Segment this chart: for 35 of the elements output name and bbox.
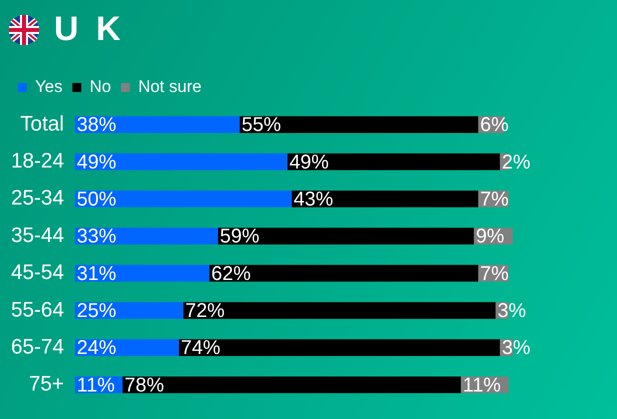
data-label: 24% xyxy=(76,337,116,360)
data-label: 49% xyxy=(289,151,329,174)
data-label: 11% xyxy=(462,374,501,396)
y-tick-label: 65-74 xyxy=(10,335,64,358)
data-label: 43% xyxy=(294,188,334,210)
data-label: 38% xyxy=(76,114,116,136)
y-tick-label: 18-24 xyxy=(10,149,64,173)
legend-label: No xyxy=(90,77,112,96)
data-label: 9% xyxy=(476,226,504,248)
legend-label: Not sure xyxy=(138,77,202,96)
data-label: 72% xyxy=(185,300,225,322)
data-label: 78% xyxy=(124,374,164,396)
data-label: 55% xyxy=(242,114,282,136)
data-label: 11% xyxy=(76,374,115,396)
data-label: 7% xyxy=(480,262,509,285)
y-tick-label: 45-54 xyxy=(10,260,64,284)
data-label: 59% xyxy=(220,226,260,248)
data-label: 25% xyxy=(76,300,116,322)
y-tick-label: Total xyxy=(20,112,64,136)
y-tick-label: 25-34 xyxy=(10,186,64,210)
data-label: 33% xyxy=(76,226,116,248)
data-label: 49% xyxy=(76,151,116,174)
data-label: 50% xyxy=(76,188,116,210)
data-label: 74% xyxy=(180,337,220,360)
data-label: 31% xyxy=(76,262,116,285)
data-label: 2% xyxy=(502,151,530,174)
y-tick-label: 35-44 xyxy=(10,224,64,247)
data-label: 62% xyxy=(211,262,251,285)
y-tick-label: 55-64 xyxy=(10,298,64,322)
chart-title: U K xyxy=(54,10,125,49)
data-label: 7% xyxy=(480,188,509,210)
data-label: 3% xyxy=(502,337,530,360)
legend-label: Yes xyxy=(35,77,62,96)
y-tick-label: 75+ xyxy=(28,372,64,396)
data-label: 3% xyxy=(498,300,526,322)
